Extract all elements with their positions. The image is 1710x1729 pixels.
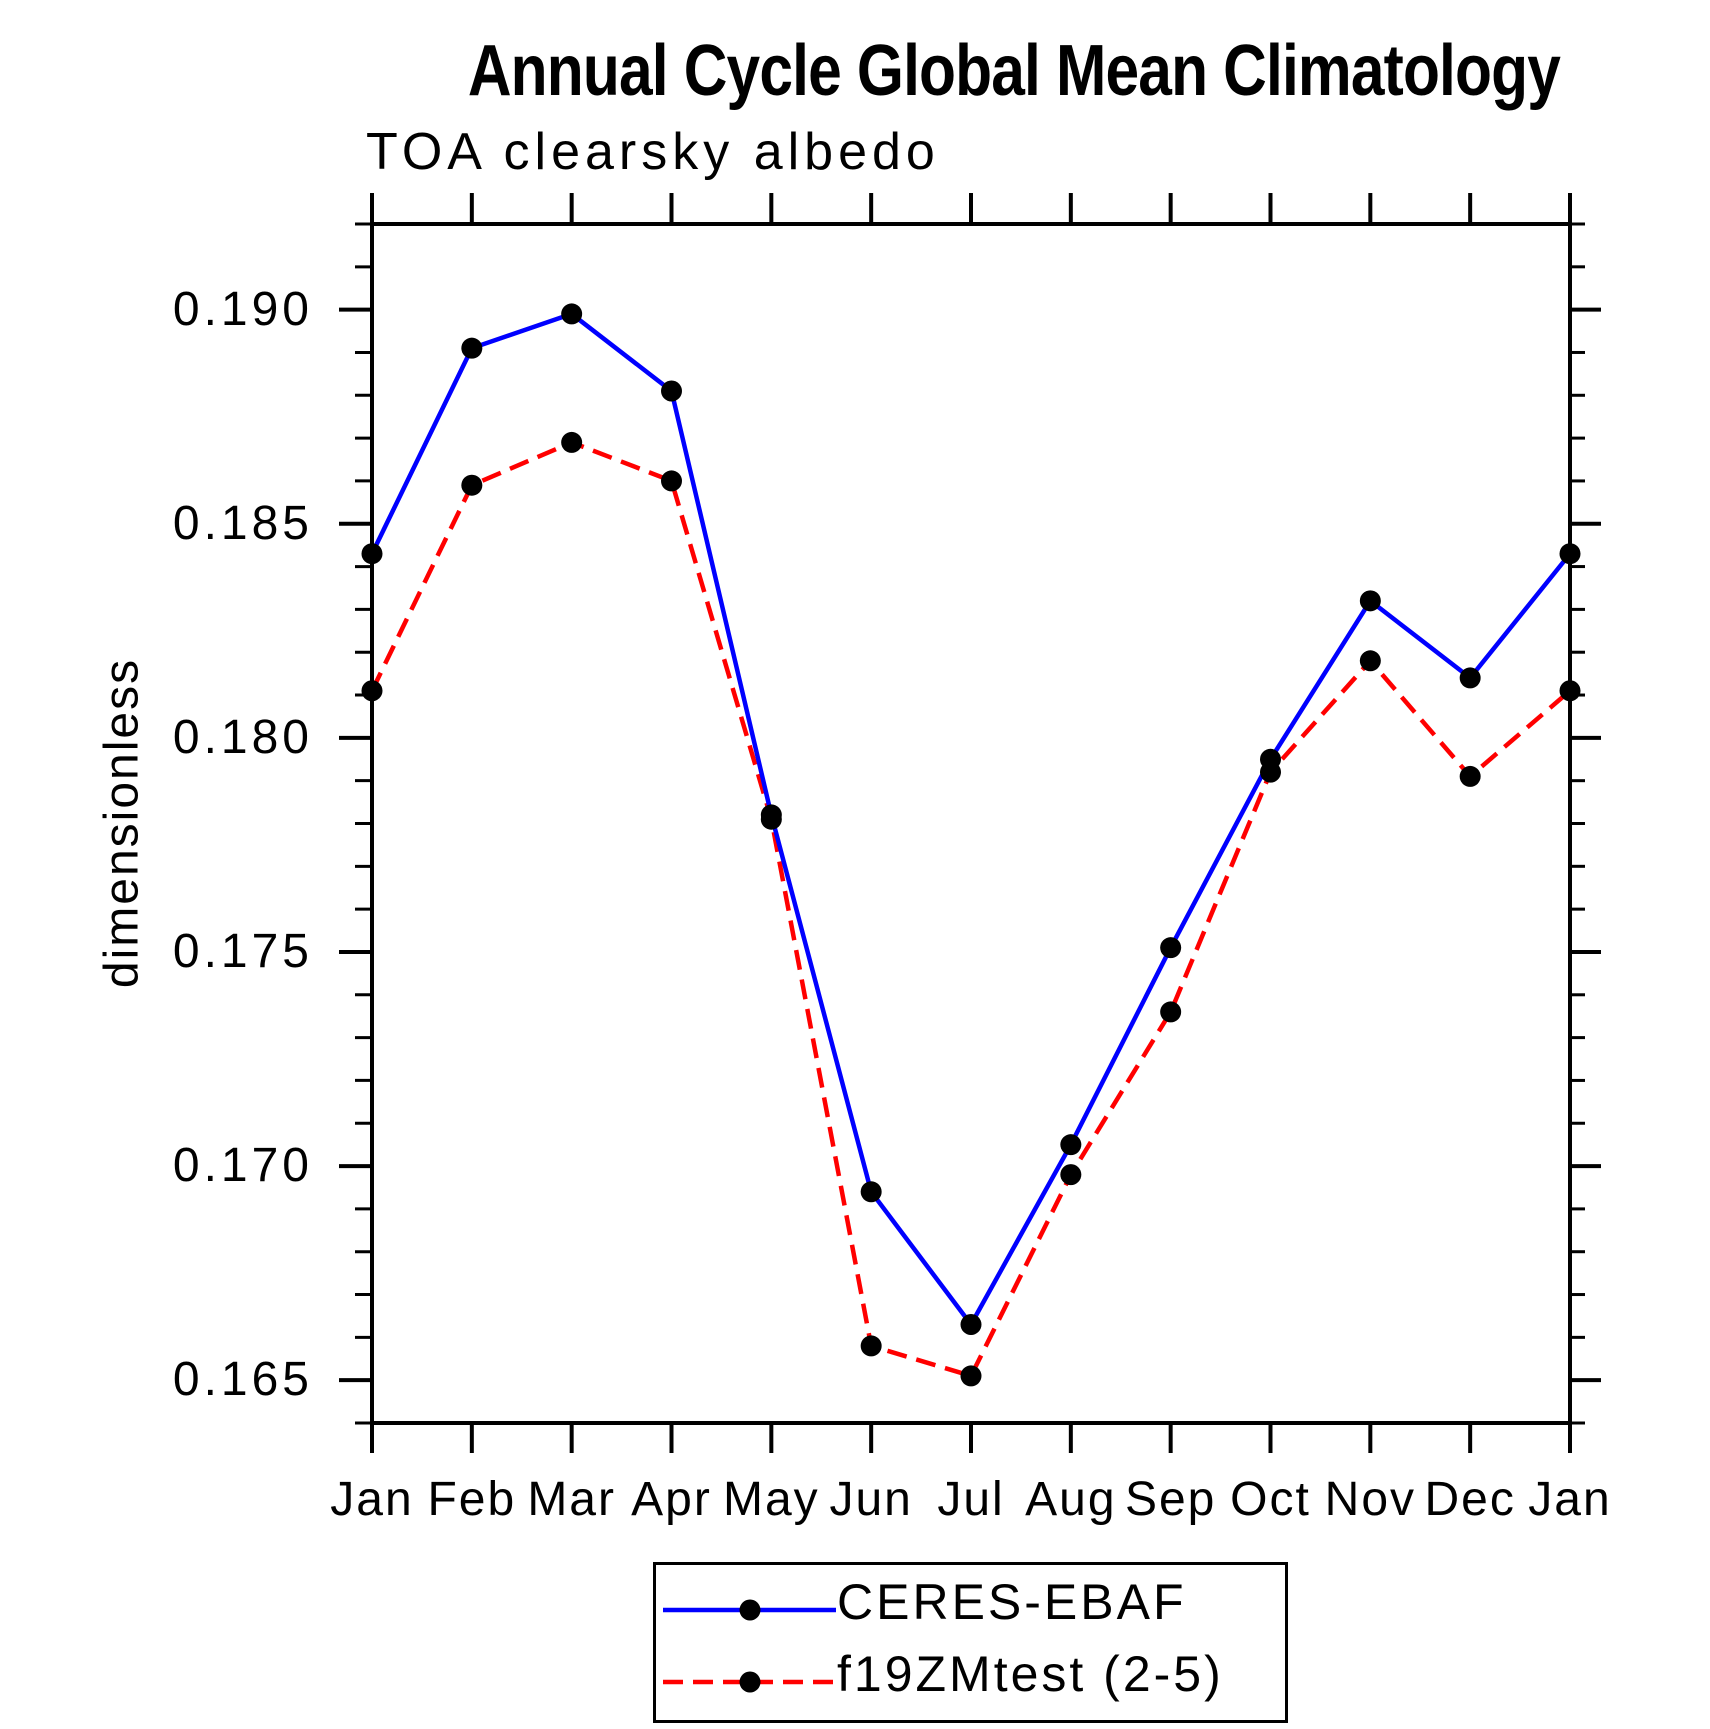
data-point-marker [1359,650,1381,672]
y-tick-label: 0.185 [172,496,313,550]
data-point-marker [1559,543,1581,565]
x-tick-label: Jun [829,1473,913,1526]
x-tick-label: Aug [1025,1473,1117,1526]
y-tick-label: 0.165 [172,1353,313,1407]
data-point-marker [760,808,782,830]
x-tick-label: Sep [1124,1473,1217,1526]
legend-label-f19zmtest: f19ZMtest (2-5) [837,1646,1224,1702]
x-tick-label: Mar [527,1473,616,1526]
data-point-marker [461,337,483,359]
y-tick-label: 0.180 [172,710,313,764]
data-point-marker [1359,590,1381,612]
data-point-marker [461,474,483,496]
data-point-marker [960,1314,982,1336]
data-point-marker [561,303,583,325]
data-point-marker [561,431,583,453]
series-line-f19zmtest-2-5- [369,439,1572,1379]
y-tick-label: 0.175 [172,924,313,978]
chart-subtitle: TOA clearsky albedo [366,123,940,181]
plot-frame [370,222,1572,1425]
data-point-marker [1559,680,1581,702]
data-point-marker [1060,1164,1082,1186]
x-tick-label: Dec [1424,1473,1516,1526]
chart-title: Annual Cycle Global Mean Climatology [467,31,1561,111]
data-point-marker [1160,937,1182,959]
data-point-marker [1160,1001,1182,1023]
data-point-marker [1060,1134,1082,1156]
legend-sample-f19zmtest [663,1671,836,1693]
data-point-marker [361,543,383,565]
data-point-marker [1459,667,1481,689]
data-point-marker [860,1335,882,1357]
legend-label-ceres-ebaf: CERES-EBAF [837,1574,1187,1630]
x-tick-label: Apr [631,1473,712,1526]
y-tick-label: 0.190 [172,282,313,336]
y-tick-label: 0.170 [172,1139,313,1193]
series-line-ceres-ebaf [369,311,1572,1329]
data-point-marker [960,1365,982,1387]
legend-marker-icon [739,1599,761,1621]
x-tick-label: Feb [427,1473,517,1526]
data-point-marker [1459,765,1481,787]
data-point-marker [361,680,383,702]
legend: CERES-EBAF f19ZMtest (2-5) [653,1562,1288,1723]
x-tick-label: Jan [330,1473,414,1526]
data-point-marker [1260,761,1281,783]
legend-sample-ceres-ebaf [663,1599,836,1621]
x-tick-label: Oct [1230,1473,1311,1526]
data-point-marker [860,1181,882,1203]
data-point-marker [661,380,682,402]
x-tick-label: May [722,1473,820,1526]
legend-marker-icon [739,1671,761,1693]
data-point-marker [661,470,682,492]
x-tick-label: Nov [1324,1473,1417,1526]
x-tick-label: Jul [937,1473,1005,1526]
x-tick-label: Jan [1528,1473,1612,1526]
